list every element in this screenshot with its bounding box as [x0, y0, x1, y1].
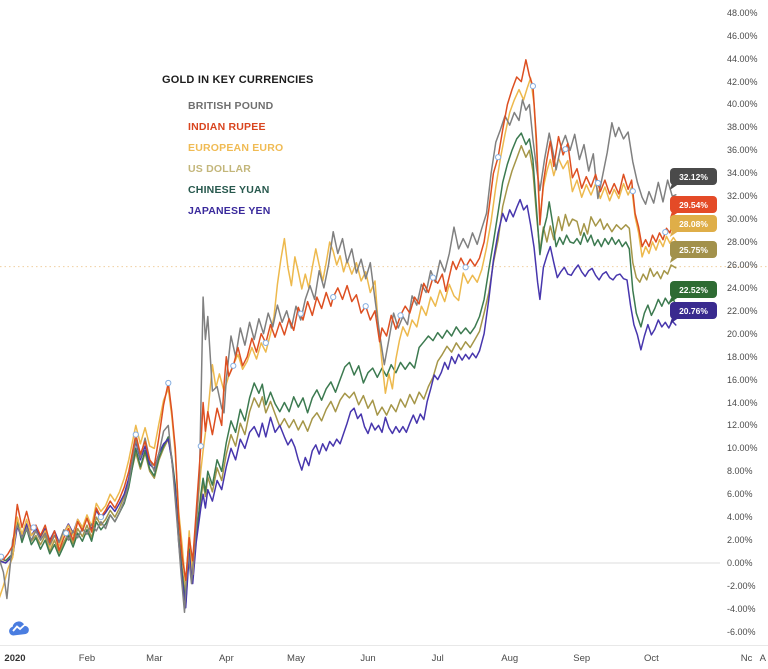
y-axis-label: 34.00%: [727, 168, 758, 179]
series-point-marker: [230, 362, 237, 369]
series-point-marker: [30, 524, 37, 531]
series-point-marker: [594, 179, 602, 187]
series-point-marker: [529, 83, 537, 90]
series-point-marker: [262, 339, 269, 346]
price-label-european-euro: 28.08%: [669, 215, 717, 237]
y-axis-label: 0.00%: [727, 558, 753, 568]
y-axis-label: 38.00%: [727, 122, 758, 133]
series-point-marker: [330, 294, 337, 301]
y-axis-label: 22.00%: [727, 305, 758, 316]
y-axis-label: 14.00%: [727, 397, 758, 408]
series-point-marker: [562, 146, 569, 153]
y-axis-label: 32.00%: [727, 191, 758, 202]
legend-item-chinese-yuan: CHINESE YUAN: [188, 184, 270, 196]
y-axis-label: 18.00%: [727, 351, 758, 362]
time-scale[interactable]: 2020 Feb Mar Apr May Jun Jul Aug Sep Oct Nc A: [0, 645, 768, 669]
series-point-marker: [662, 229, 669, 236]
x-axis-label-aug: Aug: [501, 653, 519, 664]
y-axis-label: 46.00%: [727, 30, 758, 41]
price-label-text: 20.76%: [679, 305, 708, 316]
x-axis-label-oct: Oct: [643, 653, 659, 664]
series-point-marker: [629, 188, 636, 195]
price-label-text: 28.08%: [679, 218, 708, 229]
price-label-japanese-yen: 20.76%: [669, 302, 717, 324]
y-axis-label: 20.00%: [727, 328, 758, 339]
y-axis-label: 6.00%: [727, 489, 753, 500]
x-axis-label-apr: Apr: [218, 653, 234, 664]
y-axis-label: 26.00%: [727, 259, 758, 270]
series-point-marker: [462, 264, 469, 271]
series-point-marker: [397, 312, 404, 319]
x-axis-label-feb: Feb: [78, 653, 96, 664]
y-axis-label: 8.00%: [727, 466, 753, 477]
series-point-marker: [63, 530, 70, 537]
y-axis-label: 2.00%: [727, 535, 753, 546]
y-axis-label: 42.00%: [727, 76, 758, 87]
chart-title: GOLD IN KEY CURRENCIES: [162, 74, 314, 86]
series-point-marker: [0, 553, 5, 560]
y-axis-label: 24.00%: [727, 282, 758, 293]
x-axis-label-jul: Jul: [431, 653, 444, 664]
x-axis-label-2020: 2020: [4, 653, 26, 664]
price-label-british-pound: 32.12%: [669, 168, 717, 190]
series-point-marker: [97, 514, 105, 521]
legend: BRITISH POUND INDIAN RUPEE EUROPEAN EURO US…: [188, 100, 283, 226]
series-point-marker: [132, 431, 139, 438]
series-line-chinese-yuan[interactable]: [0, 132, 677, 606]
price-label-us-dollar: 25.75%: [669, 241, 717, 263]
price-label-text: 22.52%: [679, 284, 708, 295]
x-axis-label-jun: Jun: [360, 653, 376, 664]
series-point-marker: [297, 310, 304, 317]
x-axis-label-may: May: [287, 653, 305, 664]
series-point-marker: [429, 274, 437, 281]
series-line-european-euro[interactable]: [0, 77, 677, 600]
x-axis-label-nc: Nc: [740, 653, 753, 664]
y-axis-label: 10.00%: [727, 443, 758, 454]
price-label-text: 29.54%: [679, 199, 708, 210]
series-point-marker: [197, 443, 204, 450]
series-point-marker: [362, 303, 369, 310]
series-line-indian-rupee[interactable]: [0, 59, 677, 581]
x-axis-label-mar: Mar: [146, 653, 163, 664]
y-axis-label: 28.00%: [727, 237, 758, 248]
tradingview-logo[interactable]: [8, 620, 32, 638]
y-axis-label: 16.00%: [727, 374, 758, 385]
y-axis-label: -2.00%: [727, 580, 756, 591]
logo-chart-line: [12, 623, 26, 632]
x-axis-label-a: A: [759, 653, 767, 664]
y-axis-label: 48.00%: [727, 7, 758, 18]
price-label-text: 25.75%: [679, 244, 708, 255]
y-axis-label: 36.00%: [727, 145, 758, 156]
y-axis-label: -4.00%: [727, 603, 756, 614]
price-label-text: 32.12%: [679, 171, 708, 182]
y-axis-label: 40.00%: [727, 99, 758, 110]
series-point-marker: [165, 379, 172, 387]
series-line-us-dollar[interactable]: [0, 144, 677, 599]
legend-item-european-euro: EUROPEAN EURO: [188, 142, 284, 154]
legend-item-indian-rupee: INDIAN RUPEE: [188, 121, 266, 133]
y-axis-label: 4.00%: [727, 512, 753, 523]
price-label-indian-rupee: 29.54%: [669, 196, 717, 218]
price-label-chinese-yuan: 22.52%: [669, 281, 717, 303]
legend-item-british-pound: BRITISH POUND: [188, 100, 274, 112]
series-line-british-pound[interactable]: [0, 99, 677, 614]
series-point-marker: [495, 154, 502, 161]
y-axis-label: 30.00%: [727, 214, 758, 225]
series-line-japanese-yen[interactable]: [0, 198, 677, 609]
legend-item-us-dollar: US DOLLAR: [188, 163, 252, 175]
y-axis-label: 44.00%: [727, 53, 758, 64]
y-axis-label: -6.00%: [727, 626, 756, 637]
y-axis-label: 12.00%: [727, 420, 758, 431]
legend-item-japanese-yen: JAPANESE YEN: [188, 205, 271, 217]
x-axis-label-sep: Sep: [573, 653, 591, 664]
